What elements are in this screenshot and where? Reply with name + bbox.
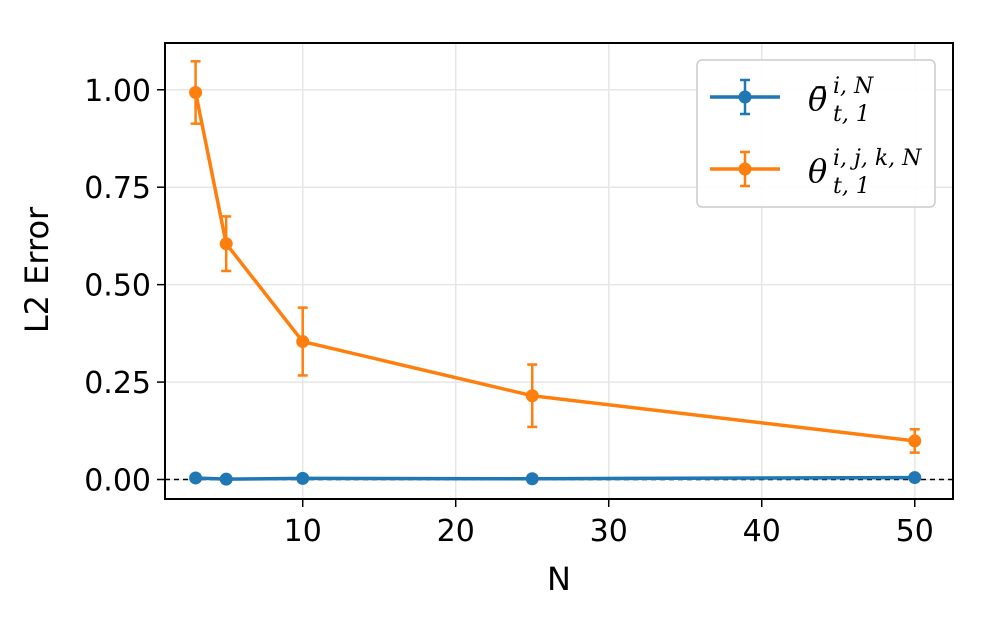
x-tick-label: 40 [743, 514, 781, 549]
series-layer [189, 60, 922, 486]
data-point [525, 389, 539, 403]
data-point [296, 335, 310, 349]
legend-subscript: t, 1 [833, 174, 870, 199]
y-axis-title: L2 Error [18, 206, 56, 333]
x-tick-label: 50 [896, 514, 934, 549]
data-point [908, 471, 922, 485]
y-tick-label: 0.25 [84, 366, 151, 401]
legend-symbol: θ̄ [808, 80, 827, 118]
data-point [219, 237, 233, 251]
x-tick-label: 10 [284, 514, 322, 549]
legend-subscript: t, 1 [833, 102, 870, 127]
legend-entry: θ̄ i, N t, 1 [710, 74, 874, 127]
y-axis: 0.00 0.25 0.50 0.75 1.00 [84, 74, 165, 499]
legend-entry: θ i, j, k, N t, 1 [710, 146, 922, 199]
y-tick-label: 1.00 [84, 74, 151, 109]
x-tick-label: 20 [437, 514, 475, 549]
x-axis-title: N [547, 560, 571, 598]
legend-marker [738, 90, 752, 104]
y-tick-label: 0.00 [84, 464, 151, 499]
y-tick-label: 0.75 [84, 171, 151, 206]
legend-superscript: i, j, k, N [833, 146, 922, 171]
series-1 [189, 60, 922, 454]
data-point [908, 434, 922, 448]
series-0 [189, 471, 922, 486]
plot-frame [164, 42, 954, 500]
data-point [525, 472, 539, 486]
legend-symbol: θ [808, 152, 827, 190]
legend: θ̄ i, N t, 1θ i, j, k, N t, 1 [696, 59, 936, 208]
data-point [219, 472, 233, 486]
x-axis: 10 20 30 40 50 [284, 499, 934, 549]
y-tick-label: 0.50 [84, 269, 151, 304]
data-point [189, 85, 203, 99]
data-point [189, 471, 203, 485]
legend-marker [738, 162, 752, 176]
legend-superscript: i, N [833, 74, 874, 99]
x-tick-label: 30 [590, 514, 628, 549]
data-point [296, 471, 310, 485]
